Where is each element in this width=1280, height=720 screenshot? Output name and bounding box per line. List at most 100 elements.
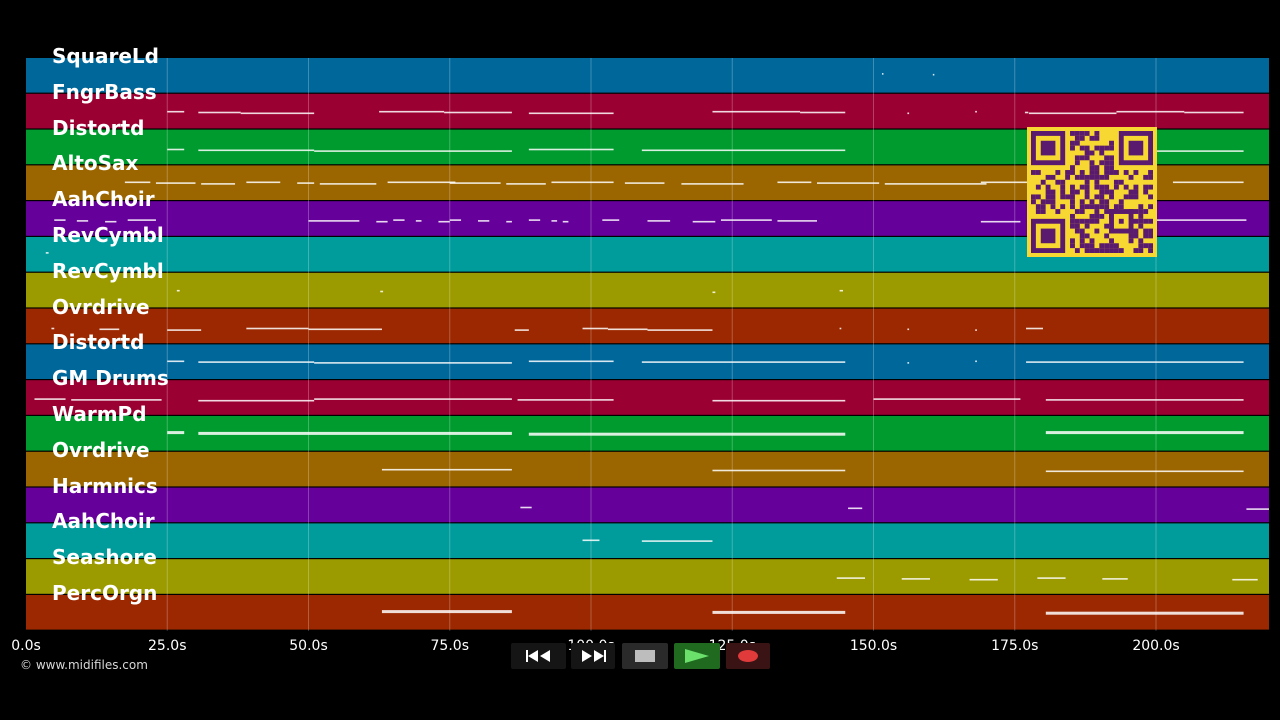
note-mark xyxy=(907,112,910,115)
track-lane xyxy=(26,487,1269,523)
note-mark xyxy=(393,219,405,221)
track-label: GM Drums xyxy=(52,366,169,391)
note-mark xyxy=(381,610,512,614)
note-mark xyxy=(520,506,532,509)
note-mark xyxy=(1102,578,1128,580)
track-label: Ovrdrive xyxy=(52,294,150,319)
track-label: Distortd xyxy=(52,115,145,140)
note-mark xyxy=(602,219,620,221)
note-mark xyxy=(712,610,846,614)
note-mark xyxy=(836,577,866,579)
note-mark xyxy=(582,539,600,542)
note-mark xyxy=(975,110,977,113)
note-mark xyxy=(624,182,665,184)
note-mark xyxy=(514,329,529,331)
note-mark xyxy=(198,361,315,363)
note-mark xyxy=(562,220,569,223)
note-mark xyxy=(45,252,49,254)
note-mark xyxy=(901,578,930,580)
note-mark xyxy=(198,149,315,152)
note-mark xyxy=(907,328,910,331)
note-mark xyxy=(800,111,846,114)
note-mark xyxy=(1026,361,1244,363)
note-mark xyxy=(1024,111,1029,114)
note-mark xyxy=(314,362,512,364)
note-mark xyxy=(478,220,490,222)
record-button[interactable] xyxy=(726,643,770,669)
play-button[interactable] xyxy=(674,643,720,669)
qr-code-icon xyxy=(1027,127,1157,257)
track-lane xyxy=(26,451,1269,487)
note-mark xyxy=(848,507,863,510)
fast-forward-icon xyxy=(582,650,606,662)
note-mark xyxy=(167,360,185,363)
track-lane xyxy=(26,272,1269,308)
note-mark xyxy=(1172,181,1244,184)
note-mark xyxy=(517,399,614,401)
note-mark xyxy=(376,220,388,223)
note-mark xyxy=(712,110,801,113)
track-lane xyxy=(26,58,1269,93)
fast-forward-button[interactable] xyxy=(571,643,615,669)
note-mark xyxy=(528,148,614,151)
note-mark xyxy=(314,150,512,152)
track-label: RevCymbl xyxy=(52,258,164,283)
note-mark xyxy=(692,220,716,223)
note-mark xyxy=(712,399,846,402)
note-mark xyxy=(167,329,202,331)
note-mark xyxy=(907,362,910,364)
note-mark xyxy=(167,148,185,151)
note-mark xyxy=(1045,399,1244,401)
note-mark xyxy=(438,220,450,223)
note-mark xyxy=(681,183,744,185)
note-mark xyxy=(932,73,935,76)
note-mark xyxy=(777,181,812,184)
note-mark xyxy=(1184,111,1244,114)
record-icon xyxy=(738,650,758,662)
note-mark xyxy=(528,432,846,436)
stop-button[interactable] xyxy=(622,643,668,669)
track-label: AahChoir xyxy=(52,509,155,534)
note-mark xyxy=(379,110,445,113)
note-mark xyxy=(124,181,151,184)
note-mark xyxy=(1026,327,1043,330)
copyright-text: © www.midifiles.com xyxy=(20,658,148,672)
track-label: AahChoir xyxy=(52,187,155,212)
note-mark xyxy=(319,183,377,185)
rewind-button[interactable] xyxy=(511,643,566,669)
note-mark xyxy=(1045,431,1244,435)
note-mark xyxy=(449,219,462,221)
note-mark xyxy=(1116,110,1185,113)
note-mark xyxy=(167,110,185,113)
note-mark xyxy=(155,182,196,184)
note-mark xyxy=(712,469,846,472)
note-mark xyxy=(839,327,842,330)
track-label: Ovrdrive xyxy=(52,437,150,462)
note-mark xyxy=(246,327,309,330)
track-label: PercOrgn xyxy=(52,581,158,605)
time-tick-label: 50.0s xyxy=(289,638,328,654)
track-label: RevCymbl xyxy=(52,223,164,247)
note-mark xyxy=(1232,578,1258,581)
track-label: FngrBass xyxy=(52,79,157,104)
note-mark xyxy=(607,328,648,331)
note-mark xyxy=(551,181,614,184)
note-mark xyxy=(127,219,156,221)
note-mark xyxy=(1246,508,1269,510)
note-mark xyxy=(387,181,456,184)
note-mark xyxy=(528,360,614,363)
note-mark xyxy=(34,398,66,400)
track-lane xyxy=(26,559,1269,594)
note-mark xyxy=(76,220,89,222)
time-tick-label: 175.0s xyxy=(991,638,1039,654)
note-mark xyxy=(647,329,713,331)
note-mark xyxy=(51,327,55,330)
note-mark xyxy=(969,578,998,581)
note-mark xyxy=(506,183,546,185)
note-mark xyxy=(415,220,422,222)
note-mark xyxy=(839,289,843,292)
note-mark xyxy=(176,289,180,292)
note-mark xyxy=(297,182,315,184)
note-mark xyxy=(712,291,716,294)
